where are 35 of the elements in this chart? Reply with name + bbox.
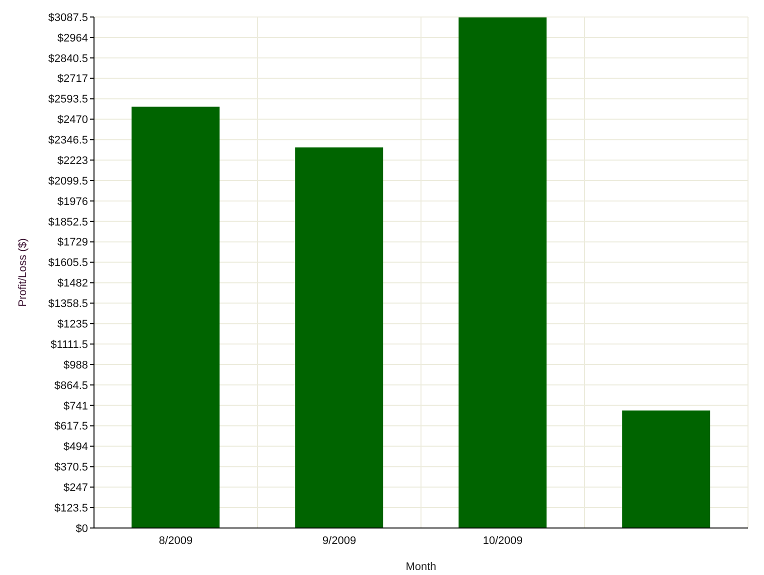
y-tick-label: $2964 [57,32,88,44]
y-tick-label: $1976 [57,196,88,208]
y-tick-label: $2099.5 [48,175,88,188]
y-tick-label: $1235 [57,318,88,331]
y-tick-label: $370.5 [54,462,88,474]
y-tick-label: $3087.5 [48,12,88,24]
x-tick-label: 10/2009 [482,534,523,547]
y-tick-label: $2840.5 [48,52,88,65]
y-tick-label: $494 [64,441,88,454]
y-tick-label: $2593.5 [48,94,88,106]
bar [132,106,220,528]
y-tick-label: $0 [76,522,88,535]
y-tick-label: $1111.5 [50,338,88,351]
y-tick-label: $2470 [57,114,88,126]
y-tick-label: $2223 [57,154,88,167]
y-tick-label: $247 [64,482,88,494]
y-tick-label: $1729 [57,236,88,249]
x-tick-label: 9/2009 [322,534,356,547]
y-tick-label: $1605.5 [48,257,88,270]
y-tick-label: $123.5 [54,502,88,514]
y-tick-label: $2717 [57,73,88,86]
bar [295,147,384,528]
x-axis-title: Month [406,561,436,573]
y-tick-label: $617.5 [54,420,88,433]
y-tick-label: $864.5 [54,380,88,392]
y-tick-label: $2346.5 [48,134,88,147]
x-tick-label: 8/2009 [158,534,193,547]
y-axis-title: Profit/Loss ($) [16,238,29,307]
bar [458,17,547,528]
y-tick-label: $988 [64,359,88,372]
y-tick-label: $1852.5 [48,216,88,228]
y-tick-label: $1358.5 [48,298,88,310]
bar [622,410,710,528]
y-tick-label: $1482 [57,278,88,290]
y-tick-label: $741 [64,400,88,412]
